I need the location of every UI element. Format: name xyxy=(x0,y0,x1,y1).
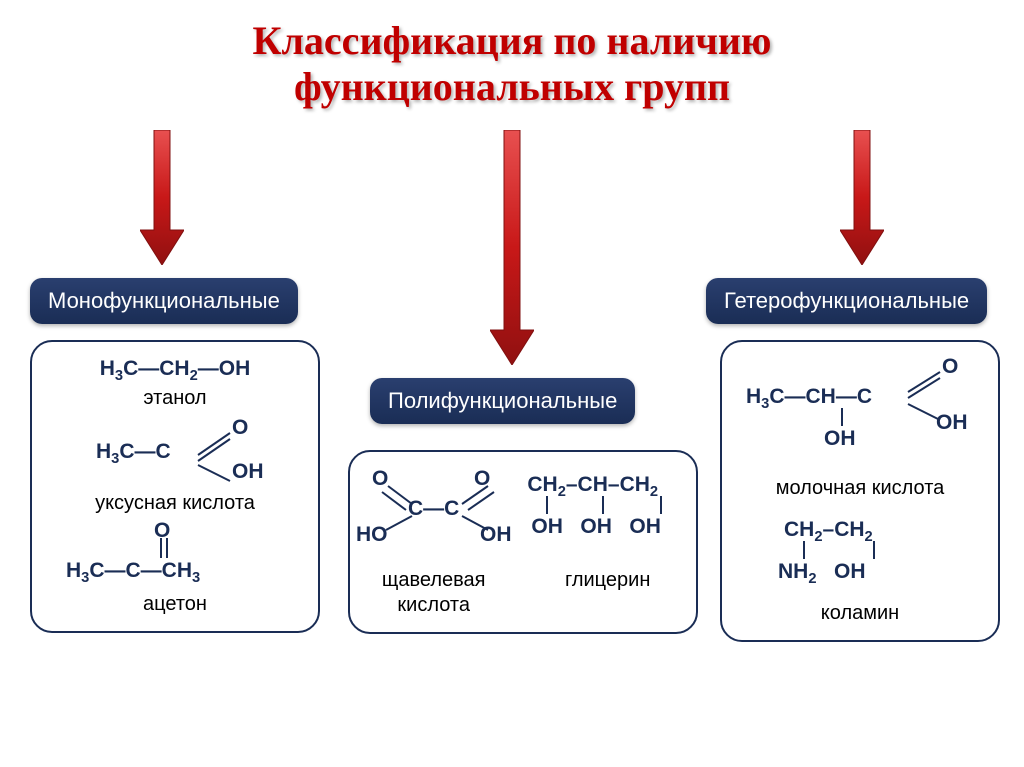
title-line-1: Классификация по наличию xyxy=(252,18,771,63)
formula-acetic: H3C—C O OH xyxy=(46,419,304,491)
name-glycerin: глицерин xyxy=(533,568,682,593)
label-hetero: Гетерофункциональные xyxy=(706,278,987,324)
name-colamine: коламин xyxy=(736,601,984,626)
formula-ethanol: H3C—CH2—OH xyxy=(46,356,304,386)
arrow-poly xyxy=(490,130,534,365)
arrow-mono xyxy=(140,130,184,265)
page-title: Классификация по наличию функциональных … xyxy=(0,0,1024,110)
formula-colamine: CH2–CH2 NH2 OH xyxy=(736,511,984,601)
name-ethanol: этанол xyxy=(46,386,304,411)
box-mono: H3C—CH2—OH этанол H3C—C O OH уксусная ки… xyxy=(30,340,320,633)
formula-oxalic: O O C—C HO OH xyxy=(364,466,503,556)
label-poly: Полифункциональные xyxy=(370,378,635,424)
box-hetero: O H3C—CH—C OH OH молочная кислота CH2–CH… xyxy=(720,340,1000,642)
poly-glycerin: CH2–CH–CH2 OH OH OH глицерин xyxy=(533,466,682,593)
box-poly: O O C—C HO OH щавелевая кислота xyxy=(348,450,698,634)
title-line-2: функциональных групп xyxy=(294,64,730,109)
name-acetic: уксусная кислота xyxy=(46,491,304,516)
formula-acetone: O H3C—C—CH3 xyxy=(46,522,304,592)
label-mono: Монофункциональные xyxy=(30,278,298,324)
name-acetone: ацетон xyxy=(46,592,304,617)
formula-lactic: O H3C—CH—C OH OH xyxy=(736,356,984,476)
formula-glycerin: CH2–CH–CH2 OH OH OH xyxy=(533,466,682,556)
name-oxalic: щавелевая кислота xyxy=(364,568,503,618)
poly-oxalic: O O C—C HO OH щавелевая кислота xyxy=(364,466,503,618)
name-lactic: молочная кислота xyxy=(736,476,984,501)
arrow-hetero xyxy=(840,130,884,265)
